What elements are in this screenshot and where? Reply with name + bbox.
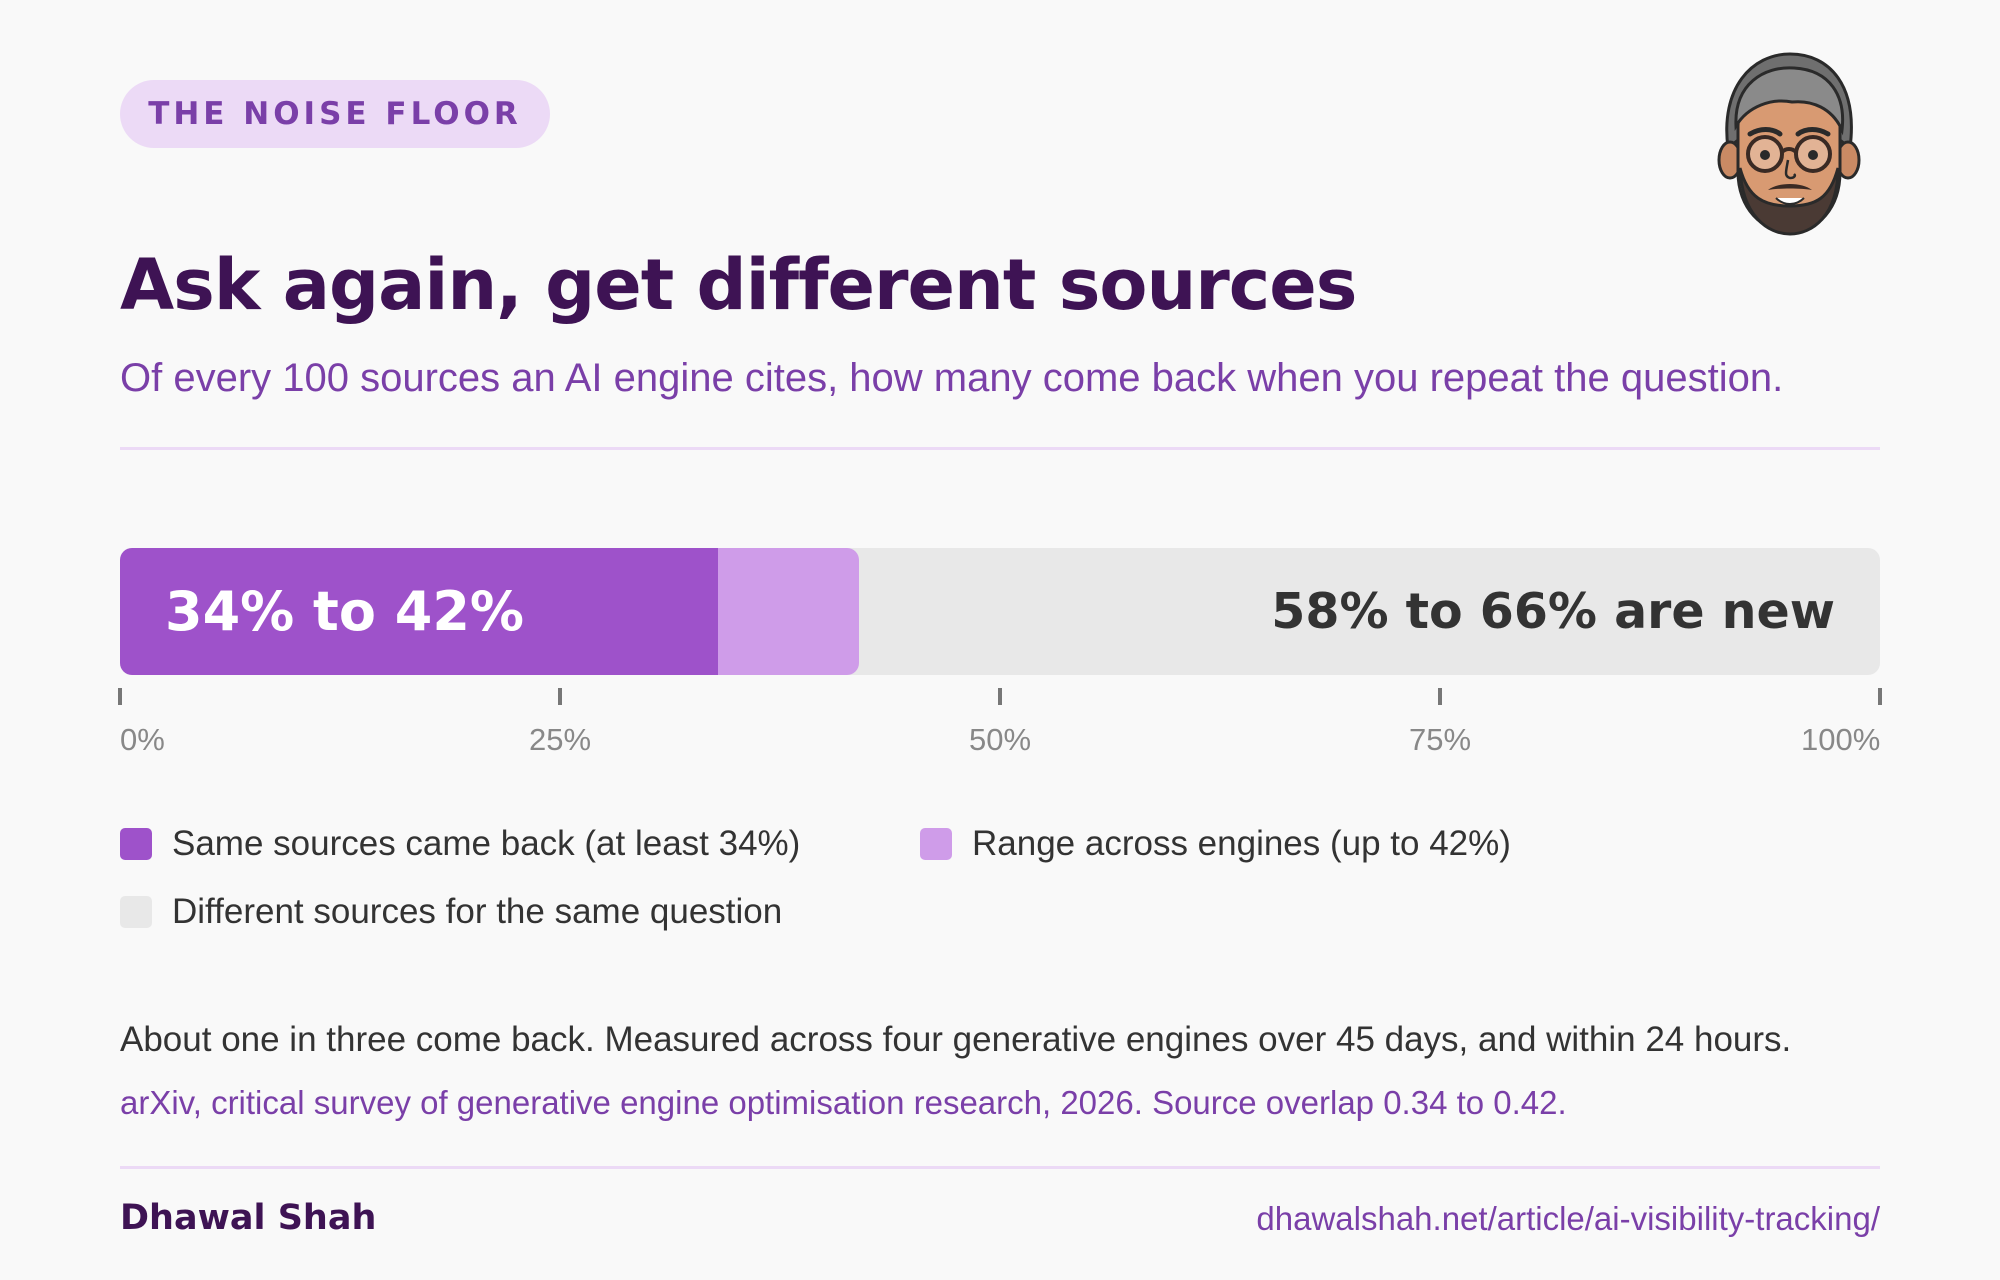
footer-divider <box>120 1166 1880 1169</box>
x-tick-label-75: 75% <box>1409 722 1472 757</box>
chart-subtitle: Of every 100 sources an AI engine cites,… <box>120 356 1784 400</box>
source-citation: arXiv, critical survey of generative eng… <box>120 1084 1567 1121</box>
x-tick-label-50: 50% <box>969 722 1032 757</box>
chart-title: Ask again, get different sources <box>120 244 1357 326</box>
x-tick-50 <box>998 688 1002 705</box>
x-axis: 0% 25% 50% 75% 100% <box>118 688 1882 768</box>
bar-segment-same-sources <box>120 548 719 675</box>
footnote: About one in three come back. Measured a… <box>120 1020 1792 1059</box>
x-tick-75 <box>1438 688 1442 705</box>
category-badge: THE NOISE FLOOR <box>120 80 550 148</box>
legend-swatch-same-sources <box>120 828 152 860</box>
author-avatar <box>1717 52 1861 236</box>
bar-label-new: 58% to 66% are new <box>1271 583 1835 640</box>
stacked-bar: 34% to 42% 58% to 66% are new <box>120 548 1880 675</box>
x-tick-label-100: 100% <box>1801 722 1881 757</box>
legend-label-different-sources: Different sources for the same question <box>172 892 783 931</box>
legend-label-range: Range across engines (up to 42%) <box>972 824 1511 863</box>
author-name: Dhawal Shah <box>120 1198 377 1238</box>
legend-swatch-range <box>920 828 952 860</box>
x-tick-25 <box>558 688 562 705</box>
legend-item-range: Range across engines (up to 42%) <box>920 824 1511 864</box>
x-tick-label-25: 25% <box>529 722 592 757</box>
header-divider <box>120 447 1880 450</box>
x-tick-100 <box>1878 688 1882 705</box>
article-url[interactable]: dhawalshah.net/article/ai-visibility-tra… <box>1256 1200 1880 1237</box>
x-tick-label-0: 0% <box>120 722 165 757</box>
legend-item-different-sources: Different sources for the same question <box>120 892 782 932</box>
x-tick-0 <box>118 688 122 705</box>
legend-swatch-different-sources <box>120 896 152 928</box>
bar-segment-range-across-engines <box>718 548 860 675</box>
legend-item-same-sources: Same sources came back (at least 34%) <box>120 824 800 864</box>
legend-label-same-sources: Same sources came back (at least 34%) <box>172 824 801 863</box>
bar-label-returning: 34% to 42% <box>165 580 525 643</box>
